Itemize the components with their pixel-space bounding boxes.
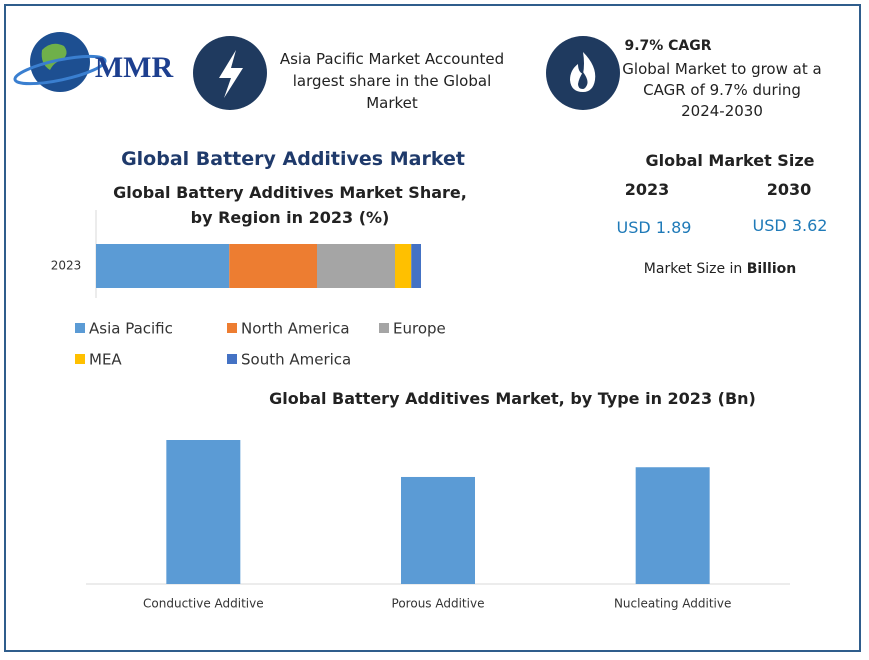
logo-orbit: [13, 54, 107, 86]
unit-prefix: Market Size in: [643, 261, 743, 277]
flame-icon: [570, 52, 596, 92]
bar-segment: [395, 244, 412, 288]
bar-segment: [411, 244, 421, 288]
legend-swatch: [227, 354, 237, 364]
highlight-text: Global Market to grow at a CAGR of 9.7% …: [622, 60, 822, 120]
legend-swatch: [379, 323, 389, 333]
frame: [4, 4, 861, 652]
logo-text: MMR: [95, 51, 174, 84]
bar: [166, 440, 241, 584]
x-tick-label: Conductive Additive: [143, 597, 264, 611]
highlight-title: 9.7% CAGR: [624, 38, 712, 54]
heading: Global Battery Additives Market: [121, 148, 465, 170]
year: 2023: [624, 180, 670, 199]
bar-segment: [229, 244, 317, 288]
chart-title: Global Battery Additives Market Share, b…: [113, 183, 467, 227]
unit: Billion: [746, 261, 797, 277]
category-label: 2023: [51, 259, 82, 273]
legend-swatch: [227, 323, 237, 333]
bar: [401, 476, 475, 584]
bar: [635, 467, 710, 584]
highlight-text: Asia Pacific Market Accounted largest sh…: [279, 50, 505, 112]
flame-icon-inner: [578, 72, 588, 89]
legend-label: Asia Pacific: [89, 320, 173, 338]
market-value: USD 3.62: [752, 216, 828, 235]
legend-label: South America: [241, 351, 351, 369]
year: 2030: [766, 180, 812, 199]
market-size-title: Global Market Size: [645, 151, 815, 170]
legend-swatch: [75, 354, 85, 364]
legend-label: Europe: [393, 320, 446, 338]
bar-segment: [317, 244, 395, 288]
bar-segment: [96, 244, 230, 288]
legend-swatch: [75, 323, 85, 333]
legend-label: MEA: [89, 351, 122, 369]
x-tick-label: Nucleating Additive: [614, 597, 731, 611]
chart-title: Global Battery Additives Market, by Type…: [269, 389, 756, 408]
lightning-icon: [219, 50, 243, 98]
x-tick-label: Porous Additive: [392, 597, 485, 611]
legend-label: North America: [241, 320, 350, 338]
unit-note: Market Size in Billion: [600, 261, 840, 277]
market-value: USD 1.89: [616, 218, 692, 237]
